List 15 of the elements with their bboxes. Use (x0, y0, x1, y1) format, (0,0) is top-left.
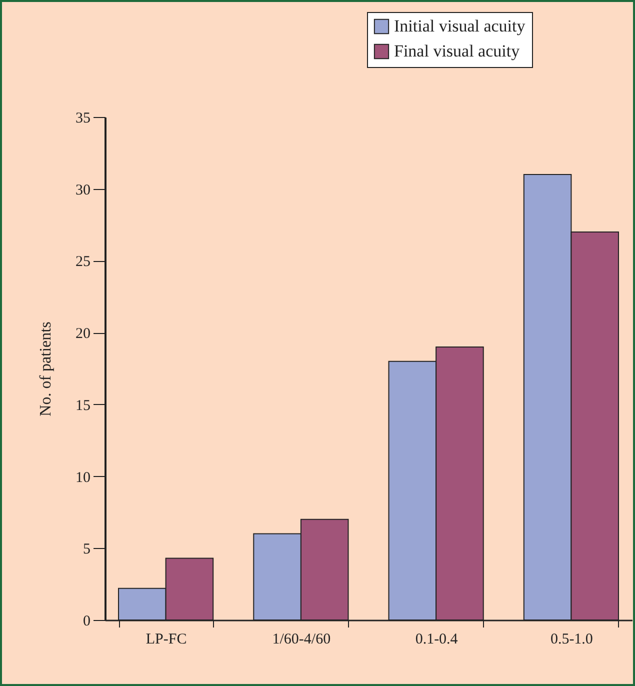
legend-label: Final visual acuity (394, 42, 520, 60)
x-tick-label: 1/60-4/60 (272, 632, 331, 648)
y-axis-title: No. of patients (38, 322, 54, 416)
y-tick-label: 30 (76, 182, 90, 198)
x-tick-label: LP-FC (146, 632, 187, 648)
y-tick-label: 25 (76, 254, 90, 270)
y-tick-label: 20 (76, 326, 90, 342)
y-tick-label: 10 (76, 470, 90, 486)
y-tick-label: 35 (76, 110, 90, 126)
y-tick-label: 5 (83, 542, 90, 558)
y-tick-label: 15 (76, 398, 90, 414)
legend-label: Initial visual acuity (394, 16, 526, 36)
x-tick-label: 0.1-0.4 (415, 632, 458, 648)
y-tick-label: 0 (83, 614, 90, 630)
x-tick-label: 0.5-1.0 (550, 632, 593, 648)
